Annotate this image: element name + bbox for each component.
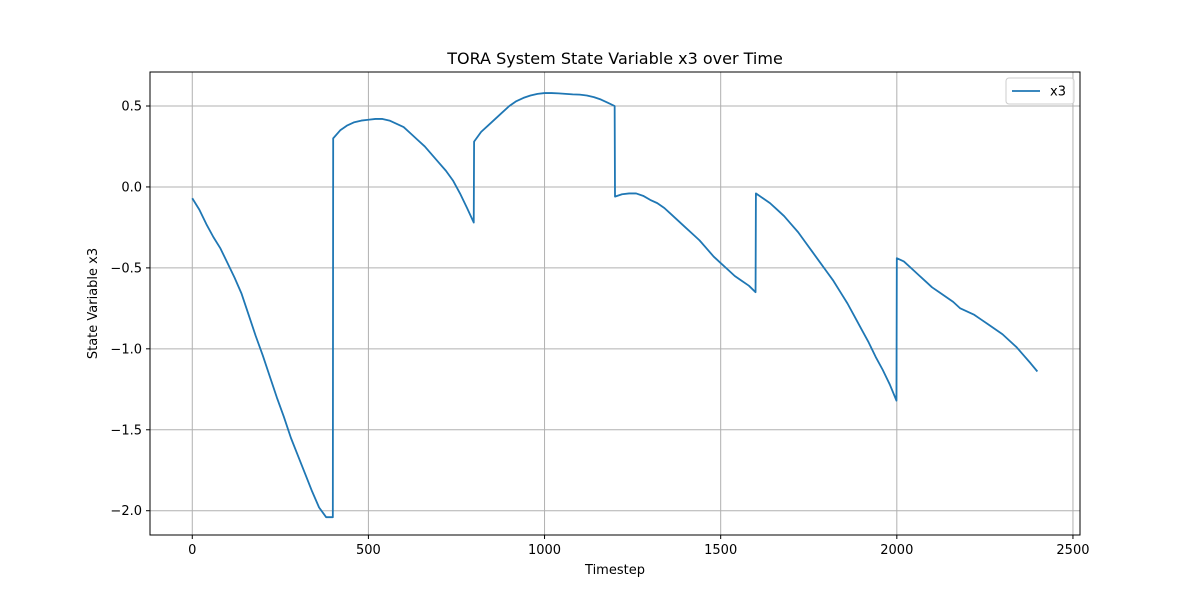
y-axis: −2.0 −1.5 −1.0 −0.5 0.0 0.5 [110,99,150,519]
y-tick-label: −2.0 [110,504,142,519]
x-tick-label: 2500 [1056,543,1089,558]
y-tick-label: −1.5 [110,423,142,438]
y-tick-label: −0.5 [110,261,142,276]
y-axis-label: State Variable x3 [86,248,101,359]
y-tick-label: 0.0 [121,180,142,195]
plot-frame [149,71,1081,536]
legend-label: x3 [1050,85,1066,100]
x-tick-label: 1500 [704,543,737,558]
x-tick-label: 0 [188,543,196,558]
x-axis: 0 500 1000 1500 2000 2500 [188,535,1090,558]
x-tick-label: 500 [356,543,381,558]
series-line-x3 [191,92,1039,519]
y-tick-label: −1.0 [110,342,142,357]
x-axis-label: Timestep [584,563,645,578]
y-tick-label: 0.5 [121,99,142,114]
legend: x3 [1005,77,1075,105]
chart-title: TORA System State Variable x3 over Time [446,49,783,68]
x-tick-label: 2000 [880,543,913,558]
series-layer [191,92,1039,519]
x-tick-label: 1000 [528,543,561,558]
